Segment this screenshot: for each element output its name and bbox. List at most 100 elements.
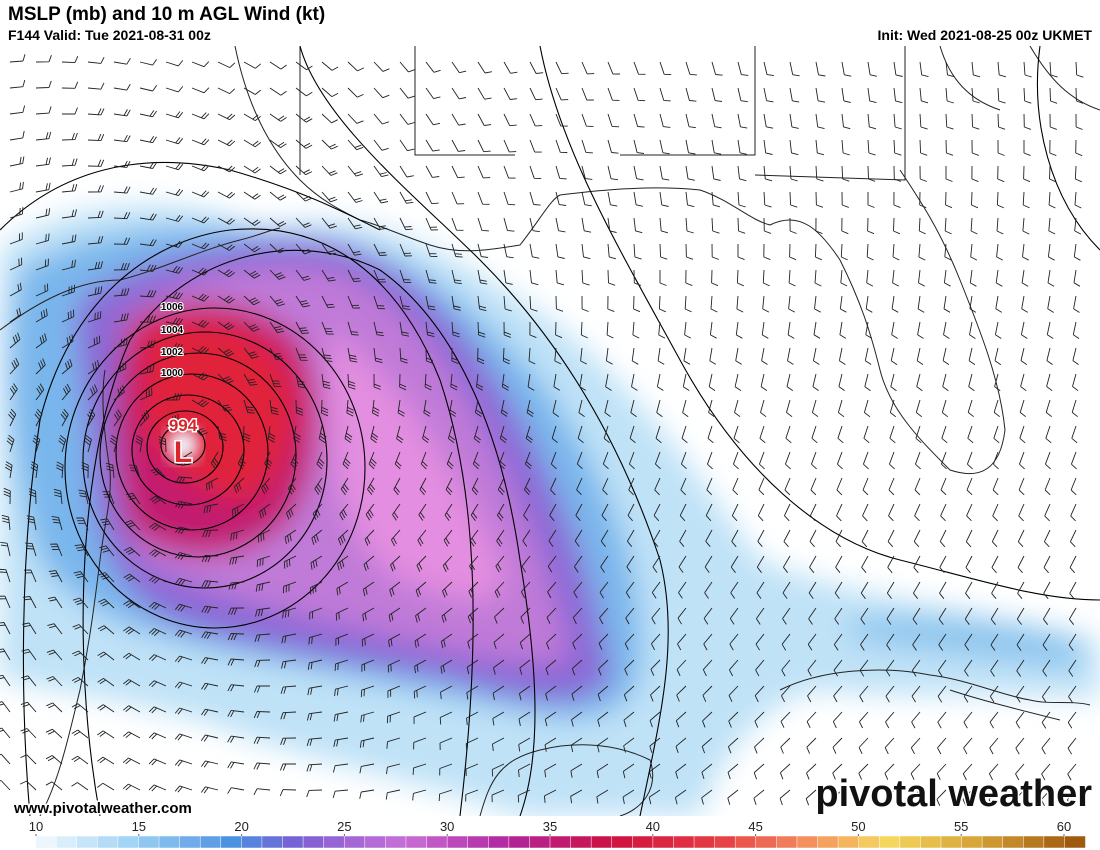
wind-barb bbox=[123, 573, 141, 583]
wind-barb bbox=[1069, 555, 1077, 574]
wind-barb bbox=[253, 762, 271, 770]
wind-barb bbox=[295, 113, 313, 123]
wind-barb bbox=[841, 61, 852, 77]
wind-barb bbox=[658, 321, 666, 339]
wind-barb bbox=[757, 529, 765, 547]
wind-barb bbox=[971, 191, 979, 209]
wind-barb bbox=[1075, 61, 1084, 78]
wind-barb bbox=[139, 161, 157, 169]
wind-barb bbox=[228, 607, 245, 615]
wind-barb bbox=[893, 191, 901, 209]
wind-barb bbox=[0, 701, 11, 713]
wind-barb bbox=[996, 191, 1004, 209]
wind-barb bbox=[9, 332, 21, 349]
wind-barb bbox=[596, 789, 609, 804]
wind-barb bbox=[287, 477, 297, 495]
wind-barb bbox=[760, 373, 768, 391]
wind-barb bbox=[815, 139, 825, 156]
wind-barb bbox=[333, 737, 349, 747]
wind-barb bbox=[217, 347, 235, 357]
wind-barb bbox=[711, 243, 719, 260]
wind-barb bbox=[963, 737, 973, 755]
wind-barb bbox=[347, 373, 356, 390]
wind-barb bbox=[1074, 191, 1082, 209]
wind-barb bbox=[1042, 659, 1051, 677]
wind-barb bbox=[399, 191, 414, 204]
wind-barb bbox=[87, 56, 105, 64]
wind-barb bbox=[884, 789, 895, 806]
wind-barb bbox=[113, 361, 127, 375]
wind-barb bbox=[581, 217, 592, 233]
wind-barb bbox=[1069, 607, 1077, 625]
wind-barb bbox=[599, 581, 609, 599]
wind-barb bbox=[884, 763, 895, 780]
wind-barb bbox=[451, 191, 465, 205]
wind-barb bbox=[425, 191, 439, 205]
wind-barb bbox=[836, 477, 843, 496]
wind-barb bbox=[337, 529, 349, 546]
wind-barb bbox=[861, 529, 869, 548]
wind-barb bbox=[574, 555, 583, 573]
wind-barb bbox=[631, 347, 639, 365]
wind-barb bbox=[1075, 113, 1083, 130]
wind-barb bbox=[45, 781, 63, 791]
wind-barb bbox=[893, 139, 902, 156]
wind-barb bbox=[1073, 243, 1081, 261]
wind-barb bbox=[347, 191, 363, 203]
wind-barb bbox=[581, 295, 589, 312]
wind-barb bbox=[415, 607, 427, 623]
coastlines bbox=[0, 46, 1100, 816]
wind-barb bbox=[936, 789, 947, 806]
wind-barb bbox=[365, 503, 375, 521]
wind-barb bbox=[1022, 243, 1029, 261]
wind-barb bbox=[87, 210, 104, 219]
wind-barb bbox=[148, 601, 167, 610]
wind-barb bbox=[0, 541, 11, 557]
wind-barb bbox=[217, 217, 236, 225]
wind-barb bbox=[165, 163, 184, 171]
wind-barb bbox=[758, 477, 765, 496]
wind-barb bbox=[607, 217, 617, 233]
wind-barb bbox=[465, 737, 479, 751]
wind-barb bbox=[493, 659, 505, 675]
wind-barb bbox=[139, 290, 157, 298]
wind-barb bbox=[860, 581, 869, 599]
wind-barb bbox=[48, 596, 63, 609]
wind-barb bbox=[711, 139, 722, 155]
wind-barb bbox=[572, 633, 583, 650]
wind-barb bbox=[201, 657, 219, 665]
wind-barb bbox=[123, 652, 141, 661]
wind-barb bbox=[517, 789, 531, 803]
wind-barb bbox=[474, 399, 483, 417]
wind-barb bbox=[788, 269, 796, 287]
wind-barb bbox=[761, 347, 768, 365]
wind-barb bbox=[139, 387, 153, 401]
wind-barb bbox=[607, 87, 620, 101]
wind-barb bbox=[1023, 140, 1031, 157]
wind-barb bbox=[165, 137, 184, 145]
wind-barb bbox=[916, 347, 924, 365]
wind-barb bbox=[191, 164, 210, 172]
wind-barb bbox=[910, 789, 921, 806]
wind-barb bbox=[399, 321, 410, 337]
wind-barb bbox=[477, 347, 485, 365]
wind-barb bbox=[309, 581, 323, 595]
wind-barb bbox=[281, 659, 297, 669]
wind-barb bbox=[1047, 269, 1055, 287]
wind-barb bbox=[1020, 373, 1027, 392]
wind-barb bbox=[205, 477, 219, 491]
wind-barb bbox=[762, 295, 770, 313]
wind-barb bbox=[191, 319, 210, 328]
wind-barb bbox=[685, 113, 696, 129]
wind-barb bbox=[789, 61, 800, 77]
wind-barb bbox=[217, 373, 234, 384]
isobar-label: 1006 bbox=[161, 302, 184, 313]
wind-barb bbox=[347, 217, 363, 230]
wind-barb bbox=[711, 191, 721, 208]
wind-barb bbox=[373, 87, 390, 99]
wind-barb bbox=[81, 461, 89, 479]
wind-barb bbox=[887, 529, 895, 548]
wind-barb bbox=[581, 87, 594, 101]
wind-barb bbox=[165, 317, 183, 326]
wind-barb bbox=[477, 87, 492, 100]
